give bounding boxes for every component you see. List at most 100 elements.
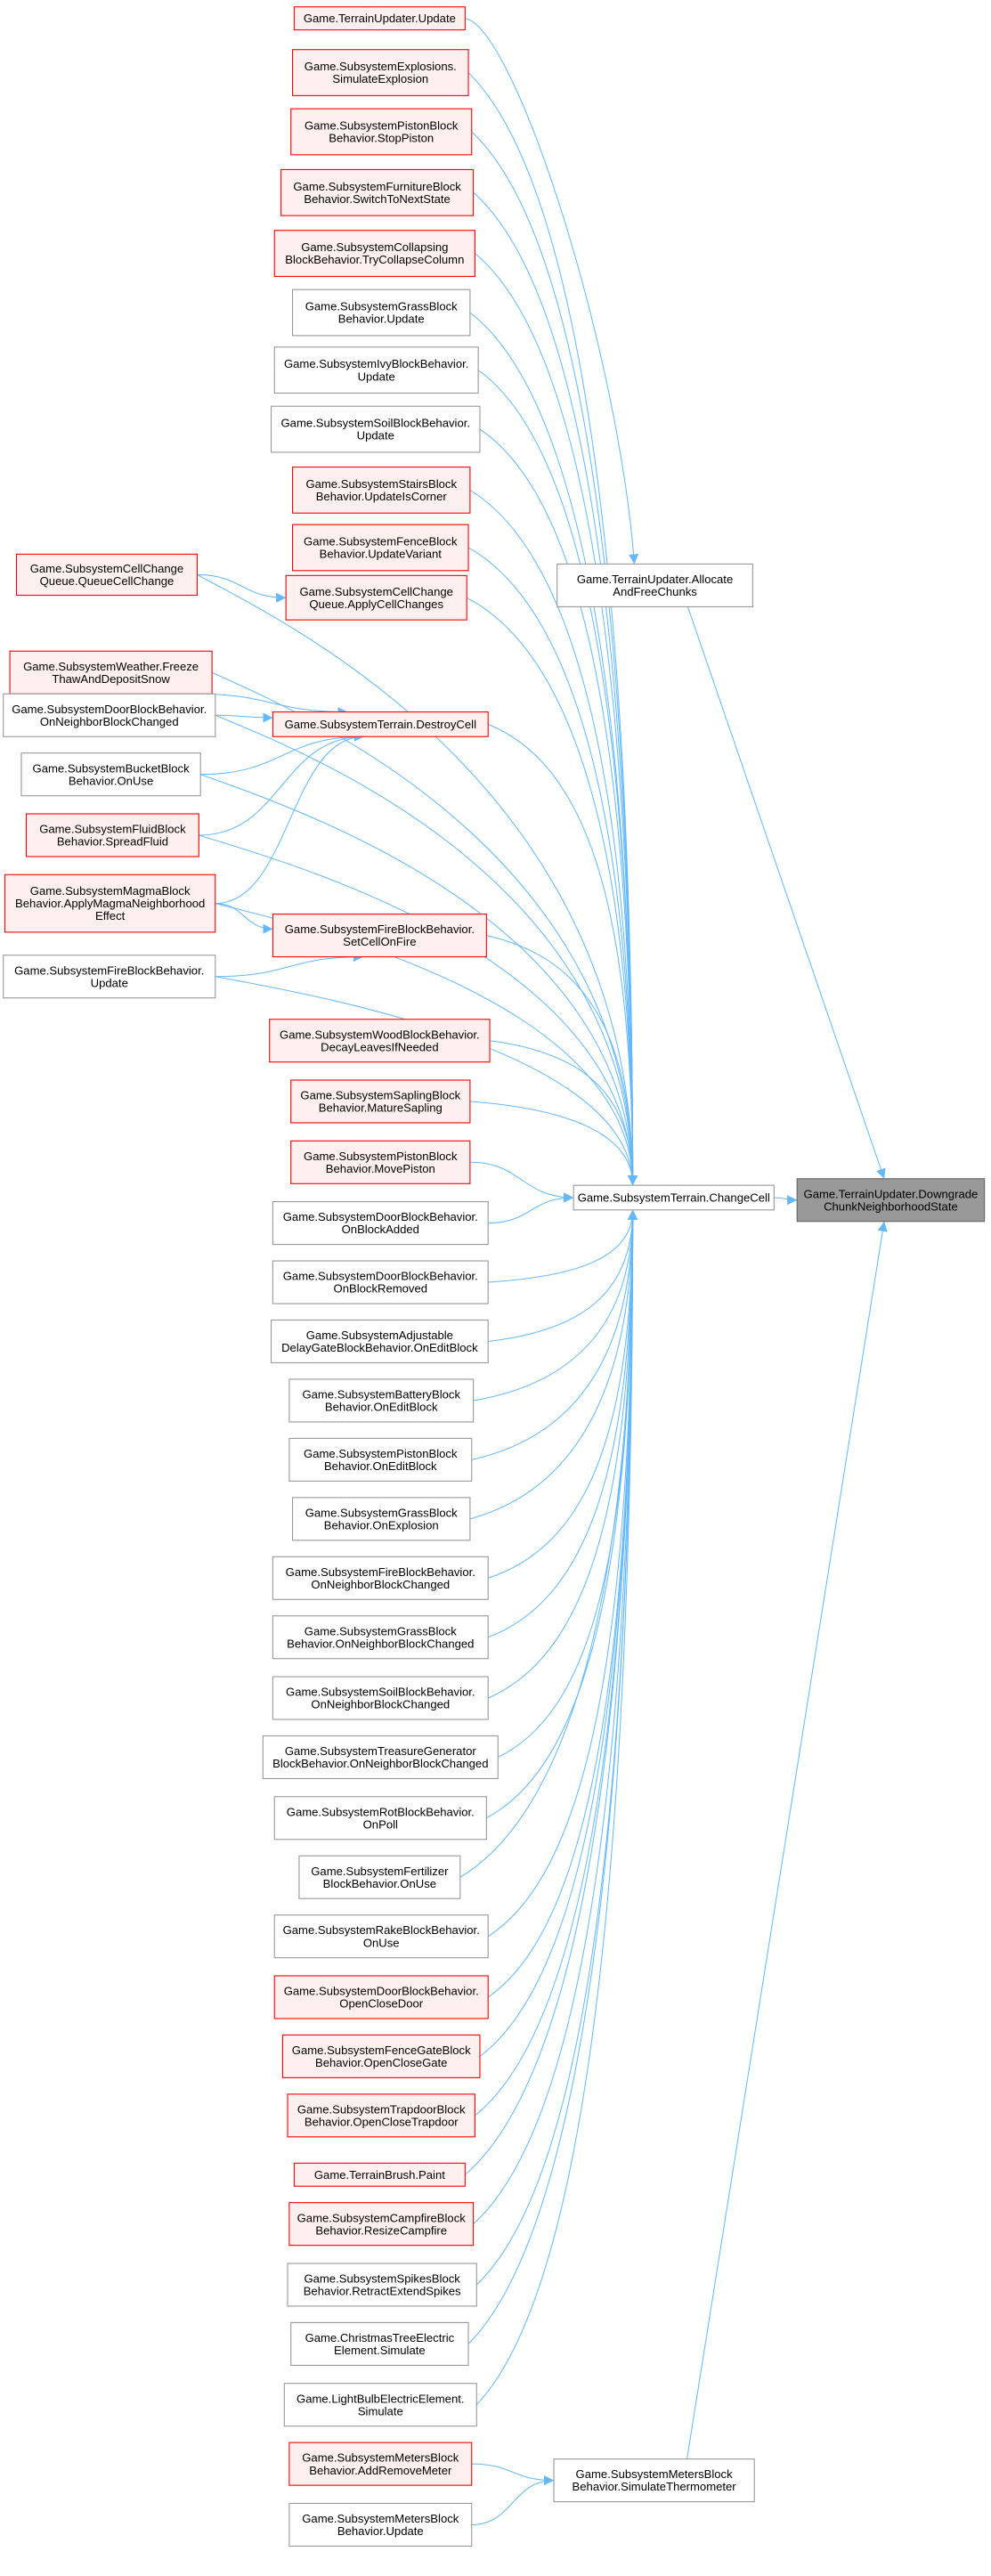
node-label-line: Queue.QueueCellChange (40, 574, 175, 588)
node-label-line: Behavior.OnExplosion (324, 1518, 439, 1532)
node-label-line: Game.SubsystemDoorBlockBehavior. (283, 1210, 478, 1223)
node-label-line: Game.SubsystemSoilBlockBehavior. (286, 1686, 475, 1699)
node-label-line: Game.SubsystemSpikesBlock (304, 2272, 460, 2286)
node-label-line: Game.SubsystemPistonBlock (304, 1447, 458, 1460)
function-node[interactable]: Game.SubsystemFireBlockBehavior.OnNeighb… (272, 1556, 489, 1600)
function-node[interactable]: Game.SubsystemGrassBlockBehavior.OnNeigh… (272, 1615, 489, 1660)
function-node[interactable]: Game.SubsystemCollapsingBlockBehavior.Tr… (273, 230, 475, 277)
function-node[interactable]: Game.LightBulbElectricElement.Simulate (283, 2383, 477, 2427)
function-node[interactable]: Game.SubsystemTerrain.ChangeCell (573, 1184, 775, 1211)
node-box (285, 574, 467, 621)
node-box (291, 1497, 471, 1541)
edge-n34-to-n47 (486, 1209, 638, 1819)
function-node[interactable]: Game.SubsystemFurnitureBlockBehavior.Swi… (280, 168, 475, 216)
edge-n48-to-n50 (686, 606, 886, 1179)
node-box (553, 2458, 755, 2503)
node-box (283, 2383, 477, 2427)
function-node[interactable]: Game.SubsystemFireBlockBehavior.SetCellO… (272, 914, 487, 958)
node-label-line: Game.SubsystemCollapsing (301, 240, 448, 254)
node-label-line: Game.SubsystemDoorBlockBehavior. (283, 1270, 478, 1283)
edge-n12-to-n47 (466, 597, 638, 1186)
node-box (290, 1140, 471, 1184)
function-node[interactable]: Game.SubsystemRotBlockBehavior.OnPoll (273, 1796, 487, 1841)
function-node[interactable]: Game.SubsystemFireBlockBehavior.Update (3, 955, 216, 999)
function-node[interactable]: Game.SubsystemCellChangeQueue.QueueCellC… (15, 553, 199, 597)
node-label-line: Game.SubsystemExplosions. (305, 60, 457, 73)
function-node[interactable]: Game.SubsystemPistonBlockBehavior.MovePi… (290, 1140, 471, 1184)
function-node[interactable]: Game.TerrainUpdater.Update (293, 6, 466, 31)
node-box (273, 1975, 489, 2019)
function-node[interactable]: Game.SubsystemWeather.FreezeThawAndDepos… (9, 650, 213, 695)
node-label-line: DecayLeavesIfNeeded (321, 1040, 438, 1053)
node-box (269, 1019, 491, 1063)
edge-n17-to-n47 (199, 834, 638, 1186)
node-label-line: Game.SubsystemStairsBlock (305, 477, 457, 491)
function-node[interactable]: Game.SubsystemSoilBlockBehavior.Update (270, 405, 481, 453)
node-label-line: Behavior.Update (337, 2524, 424, 2538)
function-node[interactable]: Game.SubsystemMagmaBlockBehavior.ApplyMa… (4, 874, 216, 933)
function-node[interactable]: Game.SubsystemPistonBlockBehavior.OnEdit… (288, 1437, 473, 1482)
function-node[interactable]: Game.SubsystemBatteryBlockBehavior.OnEdi… (288, 1378, 475, 1423)
node-box (9, 650, 213, 695)
edge-n31-to-n47 (488, 1209, 638, 1638)
node-label-line: Game.SubsystemTreasureGenerator (285, 1744, 477, 1758)
node-label-line: Behavior.OnEditBlock (325, 1401, 438, 1414)
node-box (273, 346, 479, 394)
function-node[interactable]: Game.SubsystemFenceGateBlockBehavior.Ope… (281, 2034, 481, 2078)
function-node[interactable]: Game.SubsystemSoilBlockBehavior.OnNeighb… (272, 1676, 489, 1720)
edge-n24-to-n47 (488, 1192, 574, 1224)
function-node[interactable]: Game.TerrainBrush.Paint (293, 2162, 466, 2187)
node-box (287, 2263, 477, 2307)
function-node[interactable]: Game.SubsystemExplosions.SimulateExplosi… (291, 49, 469, 96)
edge-n26-to-n47 (488, 1209, 638, 1342)
function-node[interactable]: Game.SubsystemCellChangeQueue.ApplyCellC… (285, 574, 467, 621)
function-node[interactable]: Game.SubsystemPistonBlockBehavior.StopPi… (290, 108, 473, 156)
function-node[interactable]: Game.SubsystemGrassBlockBehavior.OnExplo… (291, 1497, 471, 1541)
function-node[interactable]: Game.SubsystemAdjustableDelayGateBlockBe… (270, 1319, 489, 1364)
function-node[interactable]: Game.SubsystemDoorBlockBehavior.OnBlockR… (272, 1260, 489, 1304)
node-box (573, 1184, 775, 1211)
edge-n46-to-n49 (471, 2475, 555, 2525)
node-label-line: Behavior.SwitchToNextState (304, 192, 450, 206)
node-label-line: Game.SubsystemDoorBlockBehavior. (12, 703, 207, 716)
function-node[interactable]: Game.SubsystemSpikesBlockBehavior.Retrac… (287, 2263, 477, 2307)
function-node[interactable]: Game.SubsystemTerrain.DestroyCell (272, 711, 489, 737)
function-node[interactable]: Game.SubsystemTrapdoorBlockBehavior.Open… (287, 2093, 475, 2138)
function-node[interactable]: Game.SubsystemFertilizerBlockBehavior.On… (298, 1855, 461, 1899)
edge-n29-to-n47 (469, 1209, 638, 1520)
function-node[interactable]: Game.SubsystemRakeBlockBehavior.OnUse (273, 1914, 489, 1959)
function-node[interactable]: Game.SubsystemTreasureGeneratorBlockBeha… (262, 1735, 499, 1780)
edge-n37-to-n47 (487, 1209, 638, 1998)
function-node[interactable]: Game.SubsystemSaplingBlockBehavior.Matur… (290, 1079, 471, 1124)
edge-n11-to-n47 (197, 573, 638, 1186)
node-label-line: Element.Simulate (334, 2344, 426, 2357)
edge-n1-to-n48 (465, 18, 639, 565)
edge-n21-to-n47 (489, 1040, 638, 1186)
node-label-line: Behavior.OnUse (69, 774, 153, 787)
edge-n10-to-n47 (467, 547, 638, 1186)
function-node[interactable]: Game.SubsystemMetersBlockBehavior.Simula… (553, 2458, 755, 2503)
function-node[interactable]: Game.SubsystemStairsBlockBehavior.Update… (291, 466, 471, 514)
function-node[interactable]: Game.SubsystemIvyBlockBehavior.Update (273, 346, 479, 394)
edge-n17-to-n15 (199, 731, 364, 836)
function-node[interactable]: Game.SubsystemMetersBlockBehavior.AddRem… (288, 2442, 473, 2486)
node-box (272, 1556, 489, 1600)
edge-n7-to-n47 (477, 370, 638, 1186)
function-node[interactable]: Game.SubsystemDoorBlockBehavior.OpenClos… (273, 1975, 489, 2019)
function-node[interactable]: Game.SubsystemDoorBlockBehavior.OnNeighb… (3, 693, 216, 737)
function-node[interactable]: Game.SubsystemDoorBlockBehavior.OnBlockA… (272, 1201, 489, 1246)
node-label-line: Game.SubsystemSaplingBlock (300, 1089, 460, 1102)
node-label-line: Game.SubsystemFireBlockBehavior. (14, 963, 204, 977)
node-label-line: BlockBehavior.TryCollapseColumn (285, 253, 464, 266)
function-node[interactable]: Game.ChristmasTreeElectricElement.Simula… (290, 2321, 469, 2366)
node-box (556, 563, 753, 607)
edge-n11-to-n12 (197, 573, 287, 603)
function-node[interactable]: Game.TerrainUpdater.AllocateAndFreeChunk… (556, 563, 753, 607)
function-node[interactable]: Game.SubsystemWoodBlockBehavior.DecayLea… (269, 1019, 491, 1063)
function-node[interactable]: Game.SubsystemCampfireBlockBehavior.Resi… (288, 2202, 475, 2247)
function-node[interactable]: Game.SubsystemFenceBlockBehavior.UpdateV… (291, 524, 469, 572)
function-node[interactable]: Game.SubsystemFluidBlockBehavior.SpreadF… (25, 813, 199, 857)
